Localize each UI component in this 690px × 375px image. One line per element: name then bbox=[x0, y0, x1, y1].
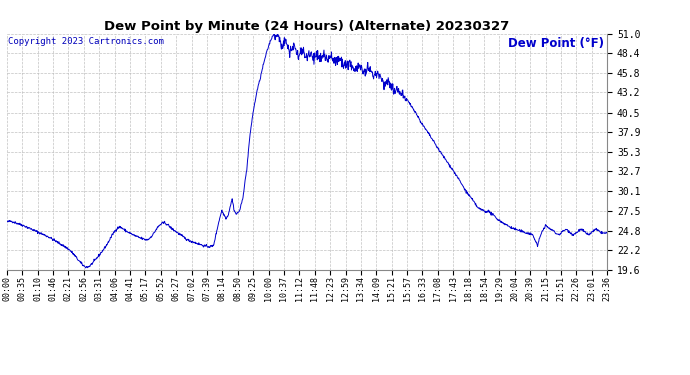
Text: Dew Point (°F): Dew Point (°F) bbox=[509, 37, 604, 50]
Title: Dew Point by Minute (24 Hours) (Alternate) 20230327: Dew Point by Minute (24 Hours) (Alternat… bbox=[104, 20, 510, 33]
Text: Copyright 2023 Cartronics.com: Copyright 2023 Cartronics.com bbox=[8, 37, 164, 46]
